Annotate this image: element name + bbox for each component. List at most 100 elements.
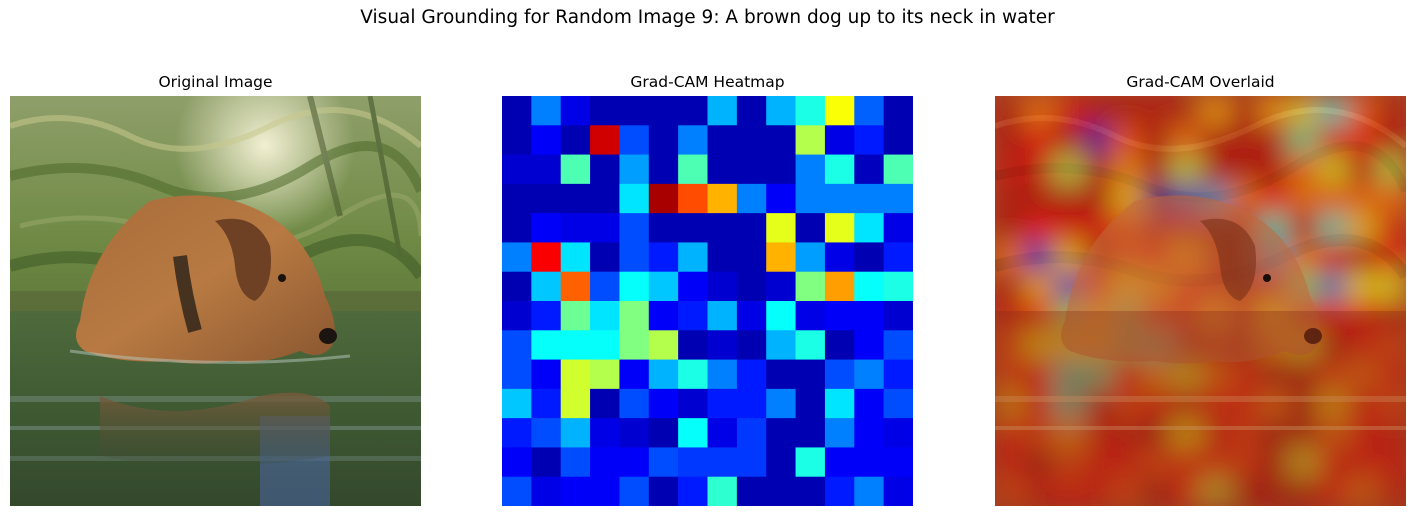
overlay-cell-r1-c6 [1171,125,1202,156]
heatmap-cell-r13-c7 [707,476,738,506]
overlay-cell-r11-c4 [1112,418,1143,449]
heatmap-cell-r12-c0 [502,447,532,478]
overlay-cell-r13-c7 [1200,476,1231,506]
heatmap-cell-r8-c7 [707,330,738,361]
heatmap-cell-r0-c3 [590,96,621,126]
heatmap-cell-r11-c2 [560,418,591,449]
overlay-cell-r10-c4 [1112,388,1143,419]
heatmap-cell-r3-c4 [619,183,650,214]
heatmap-cell-r13-c1 [531,476,562,506]
overlay-cell-r4-c12 [1347,213,1378,244]
overlay-cell-r5-c0 [995,242,1025,273]
overlay-cell-r10-c7 [1200,388,1231,419]
overlay-cell-r12-c5 [1141,447,1172,478]
heatmap-cell-r9-c10 [795,359,826,390]
heatmap-cell-r6-c13 [883,271,913,302]
heatmap-cell-r2-c11 [824,154,855,185]
heatmap-cell-r5-c6 [678,242,709,273]
overlay-cell-r6-c12 [1347,271,1378,302]
heatmap-cell-r2-c9 [766,154,797,185]
heatmap-cell-r7-c13 [883,301,913,331]
overlay-cell-r12-c9 [1259,447,1290,478]
overlay-cell-r13-c10 [1288,476,1319,506]
overlay-cell-r0-c11 [1317,96,1348,126]
overlay-cell-r0-c12 [1347,96,1378,126]
overlay-cell-r11-c7 [1200,418,1231,449]
heatmap-cell-r6-c8 [736,271,767,302]
heatmap-cell-r4-c8 [736,213,767,244]
overlay-cell-r6-c13 [1376,271,1406,302]
overlay-cell-r6-c11 [1317,271,1348,302]
heatmap-cell-r2-c1 [531,154,562,185]
heatmap-cell-r12-c6 [678,447,709,478]
heatmap-cell-r12-c3 [590,447,621,478]
overlay-cell-r12-c7 [1200,447,1231,478]
overlay-cell-r6-c1 [1024,271,1055,302]
overlay-cell-r11-c11 [1317,418,1348,449]
heatmap-cell-r10-c7 [707,388,738,419]
heatmap-cell-r0-c7 [707,96,738,126]
heatmap-cell-r9-c8 [736,359,767,390]
heatmap-cell-r4-c0 [502,213,532,244]
heatmap-cell-r1-c8 [736,125,767,156]
overlay-cell-r1-c13 [1376,125,1406,156]
overlay-cell-r2-c12 [1347,154,1378,185]
heatmap-cell-r10-c3 [590,388,621,419]
overlay-cell-r9-c9 [1259,359,1290,390]
overlay-cell-r5-c2 [1053,242,1084,273]
heatmap-cell-r0-c9 [766,96,797,126]
heatmap-cell-r4-c4 [619,213,650,244]
heatmap-cell-r5-c3 [590,242,621,273]
overlay-cell-r3-c10 [1288,183,1319,214]
heatmap-cell-r10-c6 [678,388,709,419]
overlay-cell-r0-c7 [1200,96,1231,126]
overlay-cell-r4-c11 [1317,213,1348,244]
overlay-cell-r2-c0 [995,154,1025,185]
heatmap-cell-r8-c1 [531,330,562,361]
overlay-cell-r1-c12 [1347,125,1378,156]
heatmap-cell-r6-c11 [824,271,855,302]
heatmap-cell-r8-c5 [648,330,679,361]
heatmap-cell-r8-c8 [736,330,767,361]
heatmap-cell-r12-c13 [883,447,913,478]
heatmap-cell-r3-c7 [707,183,738,214]
overlay-cell-r1-c4 [1112,125,1143,156]
heatmap-cell-r5-c4 [619,242,650,273]
heatmap-cell-r9-c0 [502,359,532,390]
overlay-cell-r9-c0 [995,359,1025,390]
heatmap-cell-r11-c12 [854,418,885,449]
overlay-cell-r11-c12 [1347,418,1378,449]
overlay-cell-r9-c1 [1024,359,1055,390]
heatmap-cell-r5-c1 [531,242,562,273]
heatmap-cell-r1-c7 [707,125,738,156]
overlay-cell-r13-c6 [1171,476,1202,506]
overlay-cell-r5-c1 [1024,242,1055,273]
overlay-cell-r10-c2 [1053,388,1084,419]
heatmap-cell-r0-c8 [736,96,767,126]
heatmap-cell-r2-c10 [795,154,826,185]
overlay-cell-r9-c8 [1229,359,1260,390]
heatmap-cell-r9-c12 [854,359,885,390]
overlay-cell-r12-c0 [995,447,1025,478]
overlay-cell-r12-c3 [1083,447,1114,478]
heatmap-cell-r2-c2 [560,154,591,185]
overlay-cell-r0-c3 [1083,96,1114,126]
heatmap-cell-r8-c2 [560,330,591,361]
heatmap-cell-r9-c13 [883,359,913,390]
heatmap-cell-r13-c13 [883,476,913,506]
overlay-cell-r12-c1 [1024,447,1055,478]
overlay-cell-r11-c10 [1288,418,1319,449]
heatmap-cell-r11-c13 [883,418,913,449]
overlay-cell-r10-c0 [995,388,1025,419]
overlay-cell-r12-c4 [1112,447,1143,478]
overlay-cell-r13-c0 [995,476,1025,506]
overlay-cell-r6-c0 [995,271,1025,302]
heatmap-cell-r4-c11 [824,213,855,244]
overlay-cell-r12-c12 [1347,447,1378,478]
heatmap-cell-r13-c0 [502,476,532,506]
overlay-cell-r12-c8 [1229,447,1260,478]
heatmap-cell-r12-c8 [736,447,767,478]
heatmap-cell-r3-c10 [795,183,826,214]
overlay-cell-r13-c5 [1141,476,1172,506]
overlay-cell-r12-c6 [1171,447,1202,478]
